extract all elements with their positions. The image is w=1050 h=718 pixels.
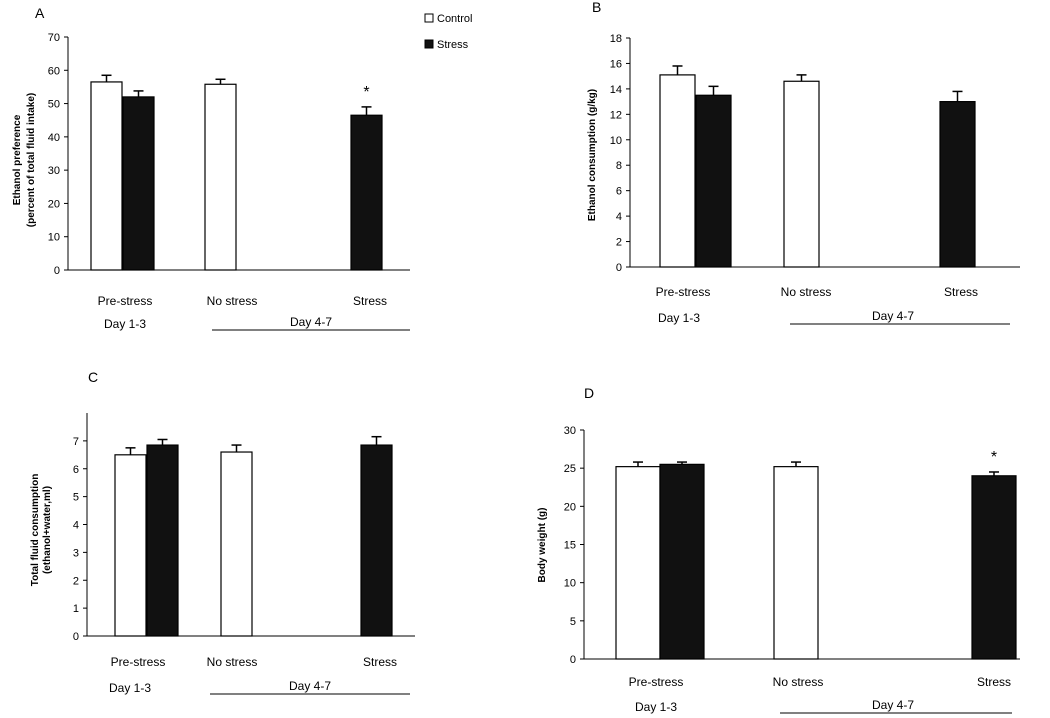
panel-letter: C xyxy=(88,369,98,385)
significance-marker: * xyxy=(363,84,369,101)
y-tick-label: 70 xyxy=(48,32,60,44)
y-tick-label: 14 xyxy=(610,84,622,96)
y-tick-label: 6 xyxy=(616,186,622,198)
bar-stress-pre-stress xyxy=(695,94,732,268)
bar-control-no-stress xyxy=(204,83,237,271)
x-category-label: No stress xyxy=(207,655,258,669)
legend-label-control: Control xyxy=(437,13,472,25)
y-tick-label: 0 xyxy=(54,265,60,277)
group-label-day-4-7: Day 4-7 xyxy=(289,679,331,693)
group-label-day-1-3: Day 1-3 xyxy=(104,317,146,331)
y-tick-label: 15 xyxy=(564,540,576,552)
x-category-label: Stress xyxy=(353,294,387,308)
panel-a: A 0 10 20 30 40 50 60 70 Ethanol preference (perce… xyxy=(12,5,410,331)
y-axis-label: Total fluid consumption xyxy=(30,474,41,587)
y-tick-label: 50 xyxy=(48,99,60,111)
y-tick-label: 2 xyxy=(73,575,79,587)
bar-stress-pre-stress xyxy=(122,96,155,271)
y-axis-label: Body weight (g) xyxy=(537,508,548,583)
panel-letter: A xyxy=(35,5,45,21)
x-category-label: No stress xyxy=(773,675,824,689)
y-tick-label: 4 xyxy=(616,211,622,223)
legend-swatch-stress xyxy=(424,39,434,49)
group-label-day-1-3: Day 1-3 xyxy=(109,681,151,695)
x-category-label: Stress xyxy=(363,655,397,669)
bar-stress-pre-stress xyxy=(659,463,705,660)
x-category-label: Pre-stress xyxy=(629,675,684,689)
bar-control-pre-stress xyxy=(615,466,661,660)
x-category-label: No stress xyxy=(781,285,832,299)
panel-c: C 0 1 2 3 4 5 6 7 Total fluid consumption (ethanol… xyxy=(30,369,415,695)
bar-stress-pre-stress xyxy=(146,444,179,637)
bar-stress-stress xyxy=(939,101,976,268)
legend-swatch-control xyxy=(424,13,434,23)
y-tick-label: 10 xyxy=(564,578,576,590)
group-label-day-1-3: Day 1-3 xyxy=(635,700,677,714)
significance-marker: * xyxy=(991,449,997,466)
x-category-label: Pre-stress xyxy=(98,294,153,308)
x-category-label: Pre-stress xyxy=(656,285,711,299)
y-tick-label: 10 xyxy=(48,232,60,244)
x-category-label: No stress xyxy=(207,294,258,308)
group-label-day-4-7: Day 4-7 xyxy=(290,315,332,329)
y-tick-label: 1 xyxy=(73,603,79,615)
y-tick-label: 10 xyxy=(610,135,622,147)
y-axis-label: Ethanol preference xyxy=(12,114,23,205)
bar-stress-stress xyxy=(360,444,393,637)
bar-stress-stress xyxy=(350,114,383,271)
y-tick-label: 25 xyxy=(564,463,576,475)
y-tick-label: 6 xyxy=(73,464,79,476)
y-tick-label: 30 xyxy=(48,165,60,177)
panel-d: D 0 5 10 15 20 25 30 Body weight (g) * Pre-stress N… xyxy=(537,385,1020,714)
y-tick-label: 20 xyxy=(48,198,60,210)
y-tick-label: 18 xyxy=(610,33,622,45)
y-axis-label: Ethanol consumption (g/kg) xyxy=(587,89,598,221)
x-category-label: Stress xyxy=(944,285,978,299)
legend-label-stress: Stress xyxy=(437,39,469,51)
group-label-day-4-7: Day 4-7 xyxy=(872,309,914,323)
y-axis-label: (percent of total fluid intake) xyxy=(26,93,37,227)
y-tick-label: 5 xyxy=(570,616,576,628)
group-label-day-1-3: Day 1-3 xyxy=(658,311,700,325)
y-tick-label: 8 xyxy=(616,160,622,172)
y-tick-label: 5 xyxy=(73,492,79,504)
y-tick-label: 20 xyxy=(564,501,576,513)
group-label-day-4-7: Day 4-7 xyxy=(872,698,914,712)
bar-control-pre-stress xyxy=(659,74,696,268)
y-tick-label: 3 xyxy=(73,547,79,559)
legend: Control Stress xyxy=(424,13,472,51)
x-category-label: Stress xyxy=(977,675,1011,689)
y-tick-label: 0 xyxy=(73,631,79,643)
panel-b: B 0 2 4 6 8 10 12 14 16 18 Ethanol consumption (g/k… xyxy=(587,0,1020,325)
panel-letter: B xyxy=(592,0,601,15)
y-tick-label: 0 xyxy=(616,262,622,274)
x-category-label: Pre-stress xyxy=(111,655,166,669)
y-tick-label: 4 xyxy=(73,520,79,532)
bar-stress-stress xyxy=(971,475,1017,660)
bar-control-no-stress xyxy=(220,451,253,637)
y-tick-label: 12 xyxy=(610,109,622,121)
y-axis-label: (ethanol+water,ml) xyxy=(42,486,53,574)
y-tick-label: 7 xyxy=(73,436,79,448)
bar-control-no-stress xyxy=(773,466,819,660)
y-tick-label: 2 xyxy=(616,237,622,249)
y-tick-label: 30 xyxy=(564,425,576,437)
y-tick-label: 16 xyxy=(610,58,622,70)
y-tick-label: 60 xyxy=(48,65,60,77)
bar-control-no-stress xyxy=(783,80,820,268)
bar-control-pre-stress xyxy=(114,454,147,637)
panel-letter: D xyxy=(584,385,594,401)
y-tick-label: 40 xyxy=(48,132,60,144)
bar-control-pre-stress xyxy=(90,81,123,271)
y-tick-label: 0 xyxy=(570,654,576,666)
